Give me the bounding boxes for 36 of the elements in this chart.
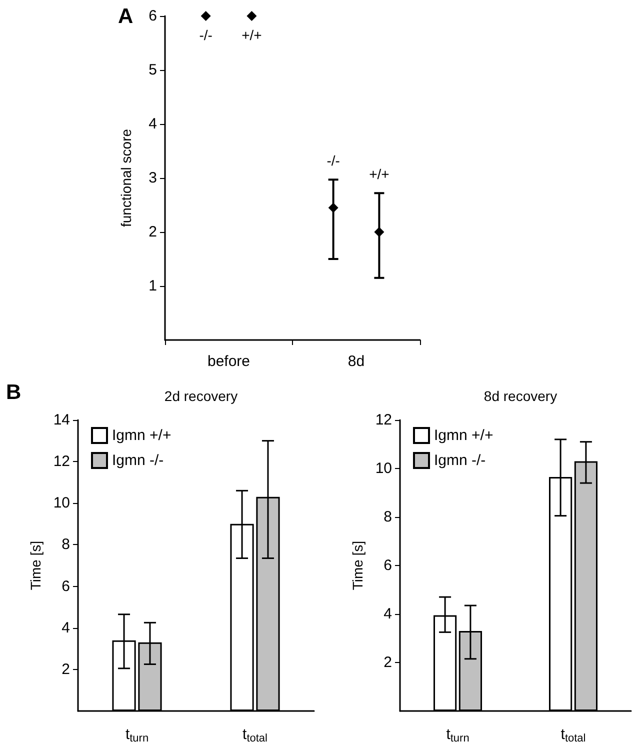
legend-label: Igmn -/-: [434, 452, 486, 469]
y-tick-label: 3: [148, 170, 157, 186]
y-tick-label: 4: [384, 606, 392, 622]
y-tick-label: 4: [148, 116, 157, 132]
text: A: [118, 5, 134, 28]
y-tick-label: 8: [384, 508, 392, 526]
y-tick-label: 4: [62, 619, 70, 636]
chart-title: 2d recovery: [164, 388, 238, 404]
legend-label: Igmn +/+: [112, 427, 172, 444]
y-tick-label: 2: [148, 224, 157, 240]
y-tick-label: 1: [148, 278, 157, 294]
legend-label: Igmn -/-: [112, 452, 164, 469]
text: B: [6, 381, 22, 404]
series-label: +/+: [242, 27, 262, 43]
text: -/-: [326, 152, 340, 169]
x-tick-label: before: [207, 353, 250, 370]
y-tick-label: 6: [62, 578, 70, 595]
y-tick-label: 2: [384, 654, 392, 671]
y-tick-label: 8: [62, 536, 70, 554]
y-tick-label: 10: [53, 494, 70, 512]
y-tick-label: 6: [148, 8, 157, 24]
chart-title: 8d recovery: [484, 388, 558, 404]
y-tick-label: 12: [375, 412, 392, 428]
y-axis-title: Time [s]: [27, 540, 44, 590]
legend-label: Igmn +/+: [434, 427, 494, 444]
y-tick-label: 12: [53, 453, 70, 470]
y-axis-title: Time [s]: [349, 540, 366, 590]
x-tick-label: 8d: [348, 353, 365, 370]
y-tick-label: 10: [375, 460, 392, 477]
series-label: -/-: [199, 27, 213, 43]
y-tick-label: 2: [62, 660, 70, 678]
y-tick-label: 5: [148, 62, 157, 78]
y-axis-title: functional score: [118, 128, 134, 228]
y-tick-label: 14: [53, 412, 70, 428]
text: +/+: [369, 166, 390, 182]
y-tick-label: 6: [384, 557, 392, 574]
